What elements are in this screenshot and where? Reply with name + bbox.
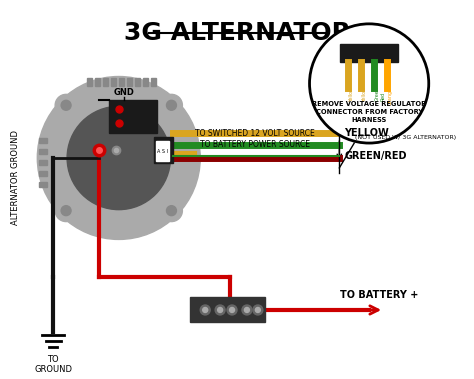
Circle shape: [245, 307, 249, 312]
Circle shape: [200, 305, 210, 315]
Text: GREEN/RED: GREEN/RED: [344, 151, 407, 161]
Bar: [127, 78, 132, 86]
Circle shape: [166, 100, 176, 110]
Text: TO SWITCHED 12 VOLT SOURCE: TO SWITCHED 12 VOLT SOURCE: [195, 129, 315, 138]
Text: TO BATTERY +: TO BATTERY +: [340, 290, 418, 300]
Circle shape: [161, 200, 182, 222]
Circle shape: [253, 305, 263, 315]
Circle shape: [161, 94, 182, 116]
Bar: [39, 171, 47, 176]
Bar: [87, 78, 92, 86]
Bar: [39, 138, 47, 143]
Circle shape: [227, 305, 237, 315]
Circle shape: [166, 206, 176, 216]
Bar: [143, 78, 147, 86]
Bar: [103, 78, 108, 86]
Circle shape: [61, 206, 71, 216]
Circle shape: [67, 106, 171, 210]
Circle shape: [215, 305, 225, 315]
Circle shape: [310, 24, 429, 143]
Circle shape: [55, 94, 77, 116]
Bar: [155, 141, 169, 161]
Bar: [95, 78, 100, 86]
Bar: [39, 149, 47, 154]
Bar: [39, 182, 47, 187]
Circle shape: [203, 307, 208, 312]
Bar: [154, 137, 173, 163]
Text: 3G ALTERNATOR: 3G ALTERNATOR: [124, 21, 350, 45]
Text: REMOVE VOLTAGE REGULATOR
CONNECTOR FROM FACTORY
HARNESS: REMOVE VOLTAGE REGULATOR CONNECTOR FROM …: [312, 101, 426, 123]
Bar: [119, 78, 124, 86]
Bar: [39, 160, 47, 165]
Bar: [135, 78, 140, 86]
Text: Yellow: Yellow: [362, 86, 367, 102]
Text: Orange: Orange: [388, 86, 393, 105]
Text: GND: GND: [113, 88, 134, 97]
Circle shape: [37, 77, 200, 240]
Bar: [111, 78, 116, 86]
Circle shape: [255, 307, 260, 312]
Text: TO BATTERY POWER SOURCE: TO BATTERY POWER SOURCE: [200, 140, 310, 149]
Text: TO
GROUND: TO GROUND: [34, 355, 72, 374]
Circle shape: [229, 307, 235, 312]
Bar: [190, 297, 265, 322]
Circle shape: [55, 200, 77, 222]
Text: Yellow: Yellow: [349, 86, 354, 102]
Circle shape: [61, 100, 71, 110]
Bar: [151, 78, 155, 86]
Text: Green
Red: Green Red: [375, 86, 386, 101]
Text: YELLOW: YELLOW: [344, 128, 389, 138]
Circle shape: [218, 307, 223, 312]
Text: ALTERNATOR GROUND: ALTERNATOR GROUND: [11, 130, 20, 226]
Circle shape: [242, 305, 252, 315]
Bar: [109, 100, 156, 133]
Text: A S I: A S I: [157, 149, 168, 153]
Text: (NOT USED W/ 3G ALTERNATOR): (NOT USED W/ 3G ALTERNATOR): [356, 135, 456, 140]
Bar: [340, 44, 398, 62]
